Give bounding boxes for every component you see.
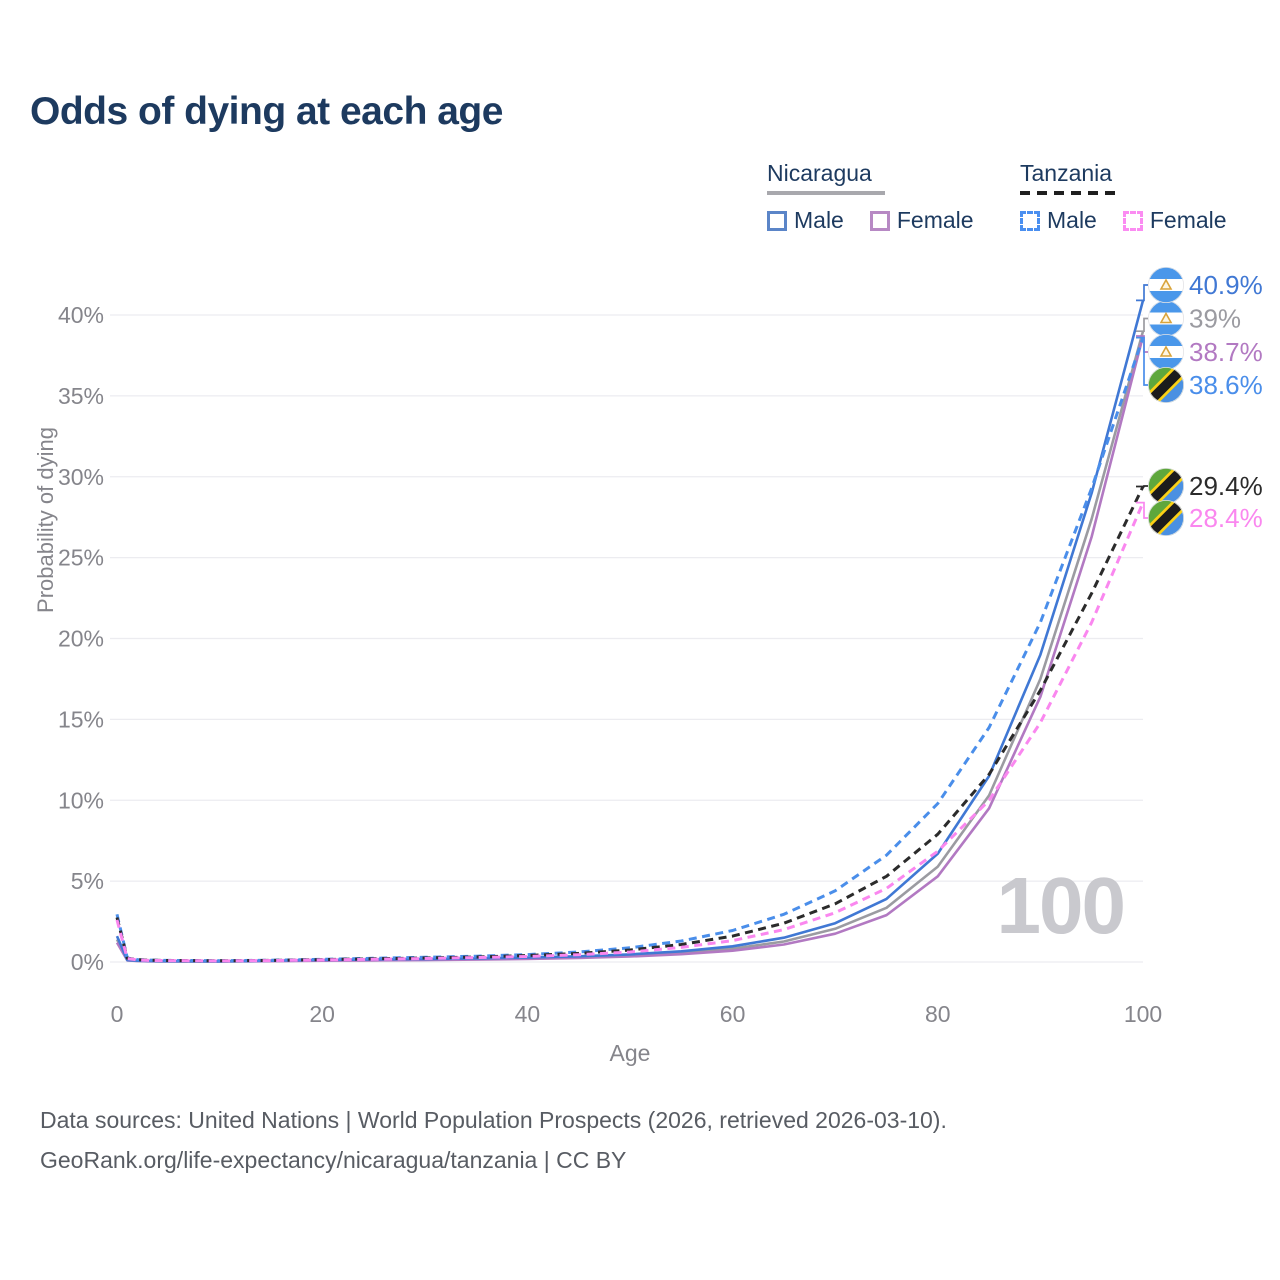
tanzania-flag-ring — [1148, 499, 1185, 536]
y-axis-title: Probability of dying — [33, 427, 58, 613]
y-tick-label: 0% — [71, 949, 104, 975]
tanzania-flag-ring — [1148, 366, 1185, 403]
legend-item-nicaragua-female[interactable]: Female — [869, 207, 974, 234]
legend-underline-nicaragua — [767, 191, 885, 195]
tanzania-flag-icon — [1148, 500, 1184, 536]
x-tick-label: 20 — [309, 1001, 335, 1027]
legend-swatch-nicaragua-female — [869, 210, 890, 231]
legend-underline-tanzania — [1020, 191, 1122, 195]
x-tick-label: 40 — [515, 1001, 541, 1027]
source-line-2: GeoRank.org/life-expectancy/nicaragua/ta… — [40, 1146, 627, 1173]
watermark-age-100: 100 — [996, 861, 1126, 950]
end-label-nicaragua-male: 40.9% — [1189, 270, 1263, 300]
x-tick-label: 100 — [1124, 1001, 1162, 1027]
y-tick-label: 20% — [58, 626, 104, 652]
leader-line-nicaragua-male — [1136, 284, 1149, 302]
legend-item-tanzania-male[interactable]: Male — [1020, 207, 1097, 234]
end-label-nicaragua-both: 39% — [1189, 304, 1241, 334]
legend-country-tanzania: Tanzania — [1020, 160, 1113, 186]
y-tick-label: 25% — [58, 545, 104, 571]
legend-group-tanzania: Tanzania Male Female — [1020, 160, 1227, 234]
series-line-tanzania-both — [115, 485, 1145, 963]
end-label-nicaragua-female: 38.7% — [1189, 337, 1263, 367]
legend-label-tanzania-female: Female — [1149, 207, 1227, 233]
legend-label-nicaragua-female: Female — [896, 207, 974, 233]
source-footer: Data sources: United Nations | World Pop… — [40, 1106, 947, 1186]
series-line-tanzania-female — [115, 502, 1145, 963]
x-axis-title: Age — [609, 1040, 651, 1066]
y-tick-label: 40% — [58, 302, 104, 328]
leader-line-tanzania-male — [1136, 336, 1149, 386]
legend-item-tanzania-female[interactable]: Female — [1122, 207, 1227, 234]
y-tick-label: 15% — [58, 706, 104, 732]
nicaragua-flag-ring — [1148, 266, 1185, 303]
x-tick-label: 0 — [111, 1001, 124, 1027]
y-tick-label: 35% — [58, 383, 104, 409]
leader-line-tanzania-both — [1136, 485, 1149, 488]
legend-swatch-tanzania-female — [1122, 210, 1143, 231]
end-label-tanzania-female: 28.4% — [1189, 503, 1263, 533]
series-line-nicaragua-female — [115, 335, 1145, 963]
leader-line-tanzania-female — [1136, 501, 1149, 519]
tanzania-flag-icon — [1148, 367, 1184, 403]
y-tick-label: 30% — [58, 464, 104, 490]
legend-swatch-nicaragua-male — [767, 210, 787, 231]
series-line-tanzania-male — [115, 337, 1145, 963]
page-title: Odds of dying at each age — [30, 90, 503, 133]
y-tick-label: 5% — [71, 868, 104, 894]
legend-swatch-tanzania-male — [1020, 210, 1040, 231]
end-label-tanzania-male: 38.6% — [1189, 370, 1263, 400]
legend-country-nicaragua: Nicaragua — [767, 160, 872, 186]
y-tick-label: 10% — [58, 787, 104, 813]
legend-group-nicaragua: Nicaragua Male Female — [767, 160, 974, 234]
legend-label-tanzania-male: Male — [1047, 207, 1097, 233]
source-line-1: Data sources: United Nations | World Pop… — [40, 1107, 947, 1133]
legend-label-nicaragua-male: Male — [794, 207, 844, 233]
leader-line-nicaragua-both — [1136, 317, 1149, 333]
series-line-nicaragua-both — [115, 330, 1145, 963]
legend-item-nicaragua-male[interactable]: Male — [767, 207, 844, 234]
x-tick-label: 80 — [925, 1001, 951, 1027]
end-label-tanzania-both: 29.4% — [1189, 471, 1263, 501]
tanzania-flag-icon — [1148, 468, 1184, 504]
x-tick-label: 60 — [720, 1001, 746, 1027]
series-line-nicaragua-male — [115, 300, 1145, 963]
